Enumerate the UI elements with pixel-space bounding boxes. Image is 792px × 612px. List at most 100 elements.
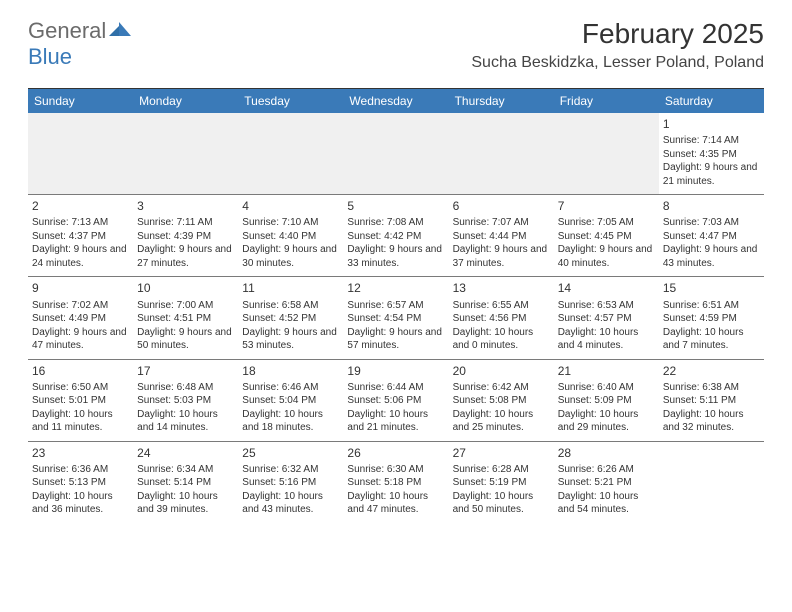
sunrise-line: Sunrise: 6:30 AM xyxy=(347,463,444,477)
sunrise-line: Sunrise: 6:58 AM xyxy=(242,299,339,313)
calendar-day-cell xyxy=(133,113,238,194)
day-number: 25 xyxy=(242,445,339,461)
calendar-day-cell: 11Sunrise: 6:58 AMSunset: 4:52 PMDayligh… xyxy=(238,277,343,358)
dow-cell: Friday xyxy=(554,89,659,113)
logo-mark-icon xyxy=(109,22,131,38)
day-number: 16 xyxy=(32,363,129,379)
calendar-week-row: 23Sunrise: 6:36 AMSunset: 5:13 PMDayligh… xyxy=(28,441,764,523)
calendar-day-cell xyxy=(238,113,343,194)
calendar-day-cell: 14Sunrise: 6:53 AMSunset: 4:57 PMDayligh… xyxy=(554,277,659,358)
calendar-week-row: 2 Sunrise: 7:13 AMSunset: 4:37 PM Daylight… xyxy=(28,194,764,276)
sunset-line: Sunset: 4:59 PM xyxy=(663,312,760,326)
dow-cell: Wednesday xyxy=(343,89,448,113)
sunrise-line: Sunrise: 7:05 AM xyxy=(558,216,655,230)
daylight-line: Daylight: 10 hours and 36 minutes. xyxy=(32,490,129,517)
calendar-day-cell: 1Sunrise: 7:14 AMSunset: 4:35 PMDaylight… xyxy=(659,113,764,194)
day-number: 14 xyxy=(558,280,655,296)
daylight-line: Daylight: 10 hours and 11 minutes. xyxy=(32,408,129,435)
daylight-line: Daylight: 10 hours and 43 minutes. xyxy=(242,490,339,517)
sunrise-line: Sunrise: 7:10 AM xyxy=(242,216,339,230)
day-number: 7 xyxy=(558,198,655,214)
calendar-day-cell: 7Sunrise: 7:05 AMSunset: 4:45 PMDaylight… xyxy=(554,195,659,276)
logo-text: General Blue xyxy=(28,18,131,70)
sunrise-line: Sunrise: 6:26 AM xyxy=(558,463,655,477)
day-number: 11 xyxy=(242,280,339,296)
calendar-day-cell: 20Sunrise: 6:42 AMSunset: 5:08 PMDayligh… xyxy=(449,360,554,441)
day-number: 10 xyxy=(137,280,234,296)
day-number: 28 xyxy=(558,445,655,461)
daylight-line: Daylight: 9 hours and 47 minutes. xyxy=(32,326,129,353)
daylight-line: Daylight: 10 hours and 39 minutes. xyxy=(137,490,234,517)
sunrise-line: Sunrise: 7:02 AM xyxy=(32,299,129,313)
day-number: 5 xyxy=(347,198,444,214)
sunrise-line: Sunrise: 6:36 AM xyxy=(32,463,129,477)
sunset-line: Sunset: 5:19 PM xyxy=(453,476,550,490)
day-number: 12 xyxy=(347,280,444,296)
sunset-line: Sunset: 4:47 PM xyxy=(663,230,760,244)
daylight-line: Daylight: 9 hours and 57 minutes. xyxy=(347,326,444,353)
sunrise-line: Sunrise: 6:34 AM xyxy=(137,463,234,477)
title-block: February 2025 Sucha Beskidzka, Lesser Po… xyxy=(471,18,764,72)
day-number: 8 xyxy=(663,198,760,214)
daylight-line: Daylight: 10 hours and 18 minutes. xyxy=(242,408,339,435)
calendar-day-cell: 27Sunrise: 6:28 AMSunset: 5:19 PMDayligh… xyxy=(449,442,554,523)
calendar-day-cell: 5Sunrise: 7:08 AMSunset: 4:42 PMDaylight… xyxy=(343,195,448,276)
sunrise-line: Sunrise: 6:50 AM xyxy=(32,381,129,395)
sunset-line: Sunset: 5:06 PM xyxy=(347,394,444,408)
page-header: General Blue February 2025 Sucha Beskidz… xyxy=(0,0,792,80)
sunset-line: Sunset: 5:13 PM xyxy=(32,476,129,490)
calendar-day-cell xyxy=(28,113,133,194)
sunrise-line: Sunrise: 6:46 AM xyxy=(242,381,339,395)
daylight-line: Daylight: 9 hours and 50 minutes. xyxy=(137,326,234,353)
daylight-line: Daylight: 9 hours and 43 minutes. xyxy=(663,243,760,270)
daylight-line: Daylight: 10 hours and 32 minutes. xyxy=(663,408,760,435)
daylight-line: Daylight: 10 hours and 25 minutes. xyxy=(453,408,550,435)
dow-cell: Tuesday xyxy=(238,89,343,113)
day-number: 19 xyxy=(347,363,444,379)
dow-cell: Thursday xyxy=(449,89,554,113)
daylight-line: Daylight: 9 hours and 30 minutes. xyxy=(242,243,339,270)
daylight-line: Daylight: 9 hours and 53 minutes. xyxy=(242,326,339,353)
calendar: SundayMondayTuesdayWednesdayThursdayFrid… xyxy=(28,88,764,523)
calendar-day-cell: 13Sunrise: 6:55 AMSunset: 4:56 PMDayligh… xyxy=(449,277,554,358)
logo-general: General xyxy=(28,18,106,43)
calendar-day-cell: 4Sunrise: 7:10 AMSunset: 4:40 PMDaylight… xyxy=(238,195,343,276)
sunset-line: Sunset: 5:21 PM xyxy=(558,476,655,490)
day-number: 17 xyxy=(137,363,234,379)
calendar-day-cell: 9 Sunrise: 7:02 AMSunset: 4:49 PMDaylight… xyxy=(28,277,133,358)
sunset-line: Sunset: 5:11 PM xyxy=(663,394,760,408)
daylight-line: Daylight: 10 hours and 21 minutes. xyxy=(347,408,444,435)
month-title: February 2025 xyxy=(471,18,764,50)
sunrise-line: Sunrise: 7:14 AM xyxy=(663,134,760,148)
sunrise-line: Sunrise: 7:13 AM xyxy=(32,216,129,230)
day-number: 26 xyxy=(347,445,444,461)
daylight-line: Daylight: 10 hours and 7 minutes. xyxy=(663,326,760,353)
calendar-day-cell: 17Sunrise: 6:48 AMSunset: 5:03 PMDayligh… xyxy=(133,360,238,441)
daylight-line: Daylight: 10 hours and 50 minutes. xyxy=(453,490,550,517)
sunrise-line: Sunrise: 7:07 AM xyxy=(453,216,550,230)
sunset-line: Sunset: 5:18 PM xyxy=(347,476,444,490)
sunset-line: Sunset: 4:49 PM xyxy=(32,312,129,326)
sunset-line: Sunset: 5:04 PM xyxy=(242,394,339,408)
dow-cell: Saturday xyxy=(659,89,764,113)
sunrise-line: Sunrise: 6:38 AM xyxy=(663,381,760,395)
days-of-week-header: SundayMondayTuesdayWednesdayThursdayFrid… xyxy=(28,89,764,113)
day-number: 27 xyxy=(453,445,550,461)
sunset-line: Sunset: 4:40 PM xyxy=(242,230,339,244)
sunset-line: Sunset: 5:09 PM xyxy=(558,394,655,408)
sunrise-line: Sunrise: 6:55 AM xyxy=(453,299,550,313)
calendar-day-cell: 12Sunrise: 6:57 AMSunset: 4:54 PMDayligh… xyxy=(343,277,448,358)
sunset-line: Sunset: 4:39 PM xyxy=(137,230,234,244)
sunset-line: Sunset: 4:56 PM xyxy=(453,312,550,326)
day-number: 23 xyxy=(32,445,129,461)
sunset-line: Sunset: 4:37 PM xyxy=(32,230,129,244)
day-number: 9 xyxy=(32,280,129,296)
calendar-day-cell xyxy=(343,113,448,194)
sunset-line: Sunset: 5:16 PM xyxy=(242,476,339,490)
calendar-weeks: 1Sunrise: 7:14 AMSunset: 4:35 PMDaylight… xyxy=(28,113,764,523)
calendar-day-cell: 22Sunrise: 6:38 AMSunset: 5:11 PMDayligh… xyxy=(659,360,764,441)
day-number: 2 xyxy=(32,198,129,214)
calendar-day-cell: 21Sunrise: 6:40 AMSunset: 5:09 PMDayligh… xyxy=(554,360,659,441)
sunset-line: Sunset: 5:03 PM xyxy=(137,394,234,408)
sunrise-line: Sunrise: 6:51 AM xyxy=(663,299,760,313)
